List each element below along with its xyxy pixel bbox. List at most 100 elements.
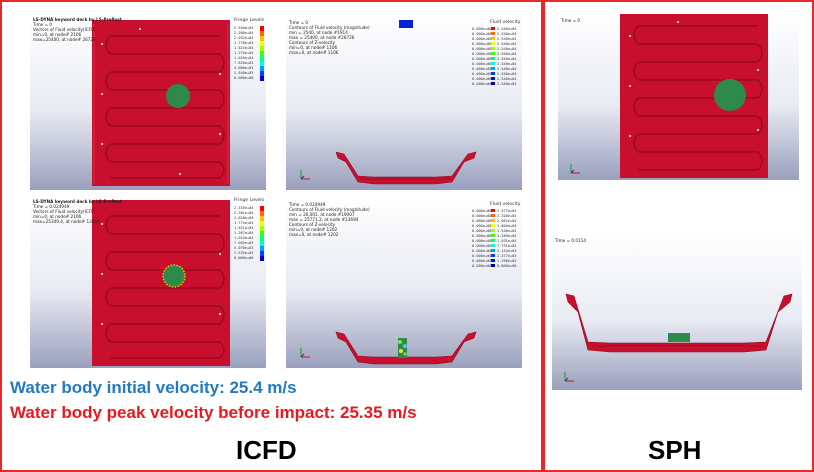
legend-level: 0.000e+00 <box>234 76 254 80</box>
deck-section-geometry <box>565 293 793 353</box>
legend-level: 1.521e+04 <box>234 226 254 230</box>
legend-level: 2.540e+04 <box>497 52 517 56</box>
legend-level: 1.774e+04 <box>234 221 254 225</box>
axis-triad-icon <box>300 348 310 358</box>
legend-level: 0.000e+00 <box>472 209 492 213</box>
legend-swatch <box>491 27 495 30</box>
legend-swatch <box>260 241 264 246</box>
icfd-section-view-t0: Time = 0 Contours of Fluid velocity (mag… <box>286 14 522 190</box>
panel-header-line: max = 25400, at node #26726 <box>289 35 355 40</box>
legend-swatch <box>260 61 264 66</box>
legend-swatch <box>491 62 495 65</box>
panel-header-line: Vectors of Fluid velocity(ICFD <box>33 27 95 32</box>
legend-level: 0.000e+00 <box>472 254 492 258</box>
legend-swatch <box>260 206 264 211</box>
legend-level: 7.605e+03 <box>234 241 254 245</box>
legend-level: 2.540e+04 <box>497 57 517 61</box>
legend-level: 0.000e+00 <box>472 214 492 218</box>
panel-header-line: Contours of Fluid velocity (magnitude) <box>289 207 370 212</box>
panel-header-line: max=25349.4, at node# 13656 <box>33 219 100 224</box>
legend-level: 0.000e+00 <box>472 32 492 36</box>
legend-swatch <box>491 209 495 212</box>
time-readout: Time = 0 <box>561 18 581 23</box>
legend-level: 2.540e+04 <box>497 67 517 71</box>
panel-header-line: max=0, at node# 1106 <box>289 50 339 55</box>
legend-level: 2.032e+04 <box>234 36 254 40</box>
legend-swatch <box>260 256 264 261</box>
legend-level: 0.000e+00 <box>472 62 492 66</box>
sph-plan-view-t0: Time = 0 <box>558 14 799 180</box>
legend-swatch <box>491 244 495 247</box>
legend-level: 1.016e+04 <box>234 56 254 60</box>
legend-swatch <box>260 236 264 241</box>
legend-level: 2.540e+04 <box>497 47 517 51</box>
time-readout: Time = 0.0114 <box>555 238 587 243</box>
water-impact-vectors <box>398 338 407 358</box>
legend-level: 1.270e+04 <box>234 51 254 55</box>
legend-level: 1.267e+04 <box>234 231 254 235</box>
legend-title: Fringe Levels <box>234 18 265 23</box>
sph-frame <box>543 0 814 472</box>
deck-plan-geometry <box>92 20 230 186</box>
panel-header-line: min = 2540, at node #1914 <box>289 30 348 35</box>
legend-level: 0.000e+00 <box>472 27 492 31</box>
legend-level: 2.540e+04 <box>497 32 517 36</box>
legend-level: 1.014e+04 <box>234 236 254 240</box>
legend-level: 0.000e+00 <box>472 42 492 46</box>
panel-header-line: max = 25771.2, at node #13694 <box>289 217 359 222</box>
legend-level: 2.540e+04 <box>497 62 517 66</box>
legend-level: 2.062e+04 <box>497 219 517 223</box>
legend-swatch <box>260 221 264 226</box>
icfd-plan-view-t0: LS-DYNA keyword deck by LS-PrePost Time … <box>30 14 266 190</box>
sph-label: SPH <box>648 435 702 465</box>
panel-header-line: LS-DYNA keyword deck by LS-PrePost <box>33 199 122 204</box>
legend-level: 0.000e+00 <box>472 57 492 61</box>
axis-triad-icon <box>570 164 580 174</box>
water-body <box>668 333 690 342</box>
legend-swatch <box>260 251 264 256</box>
legend-level: 2.535e+03 <box>234 251 254 255</box>
panel-header-line: Contours of Z-velocity <box>289 40 336 45</box>
legend-swatch <box>260 26 264 31</box>
peak-velocity-text: Water body peak velocity before impact: … <box>10 403 417 422</box>
legend-level: 5.154e+03 <box>497 249 517 253</box>
deck-plan-geometry <box>620 14 768 178</box>
panel-header-line: LS-DYNA keyword deck by LS-PrePost <box>33 17 122 22</box>
legend-swatch <box>491 37 495 40</box>
panel-header-line: max=25400, at node# 26726 <box>33 37 96 42</box>
legend-title: Fluid velocity <box>490 20 521 25</box>
water-body-marker <box>399 20 413 28</box>
legend-swatch <box>260 46 264 51</box>
legend-swatch <box>260 76 264 81</box>
legend-swatch <box>491 239 495 242</box>
legend-swatch <box>491 57 495 60</box>
panel-header-line: min=0, at node# 2106 <box>33 32 82 37</box>
legend-level: 2.540e+04 <box>497 42 517 46</box>
legend-swatch <box>491 52 495 55</box>
legend-level: 2.540e+03 <box>234 71 254 75</box>
panel-header-line: Contours of Z-velocity <box>289 222 336 227</box>
legend-level: 1.031e+04 <box>497 239 517 243</box>
legend-swatch <box>260 216 264 221</box>
legend-level: 1.804e+04 <box>497 224 517 228</box>
legend-swatch <box>491 32 495 35</box>
legend-level: 1.778e+04 <box>234 41 254 45</box>
legend-level: 2.540e+04 <box>497 37 517 41</box>
legend-level: 2.540e+04 <box>497 27 517 31</box>
legend-level: 2.540e+04 <box>497 82 517 86</box>
panel-header-line: Time = 0.024949 <box>289 202 326 207</box>
deck-section-geometry <box>335 151 477 185</box>
deck-section-geometry <box>335 331 477 365</box>
legend-swatch <box>491 219 495 222</box>
legend-level: 2.540e+04 <box>234 26 254 30</box>
legend-level: 2.028e+04 <box>234 216 254 220</box>
legend-level: 1.290e+03 <box>497 259 517 263</box>
legend-level: 2.286e+04 <box>234 31 254 35</box>
panel-header-line: Contours of Fluid velocity (magnitude) <box>289 25 370 30</box>
legend-level: 0.000e+00 <box>472 67 492 71</box>
legend-level: 0.000e+00 <box>472 239 492 243</box>
axis-triad-icon <box>564 372 574 382</box>
legend-swatch <box>491 254 495 257</box>
legend-title: Fluid velocity <box>490 202 521 207</box>
legend-level: 0.000e+00 <box>472 249 492 253</box>
